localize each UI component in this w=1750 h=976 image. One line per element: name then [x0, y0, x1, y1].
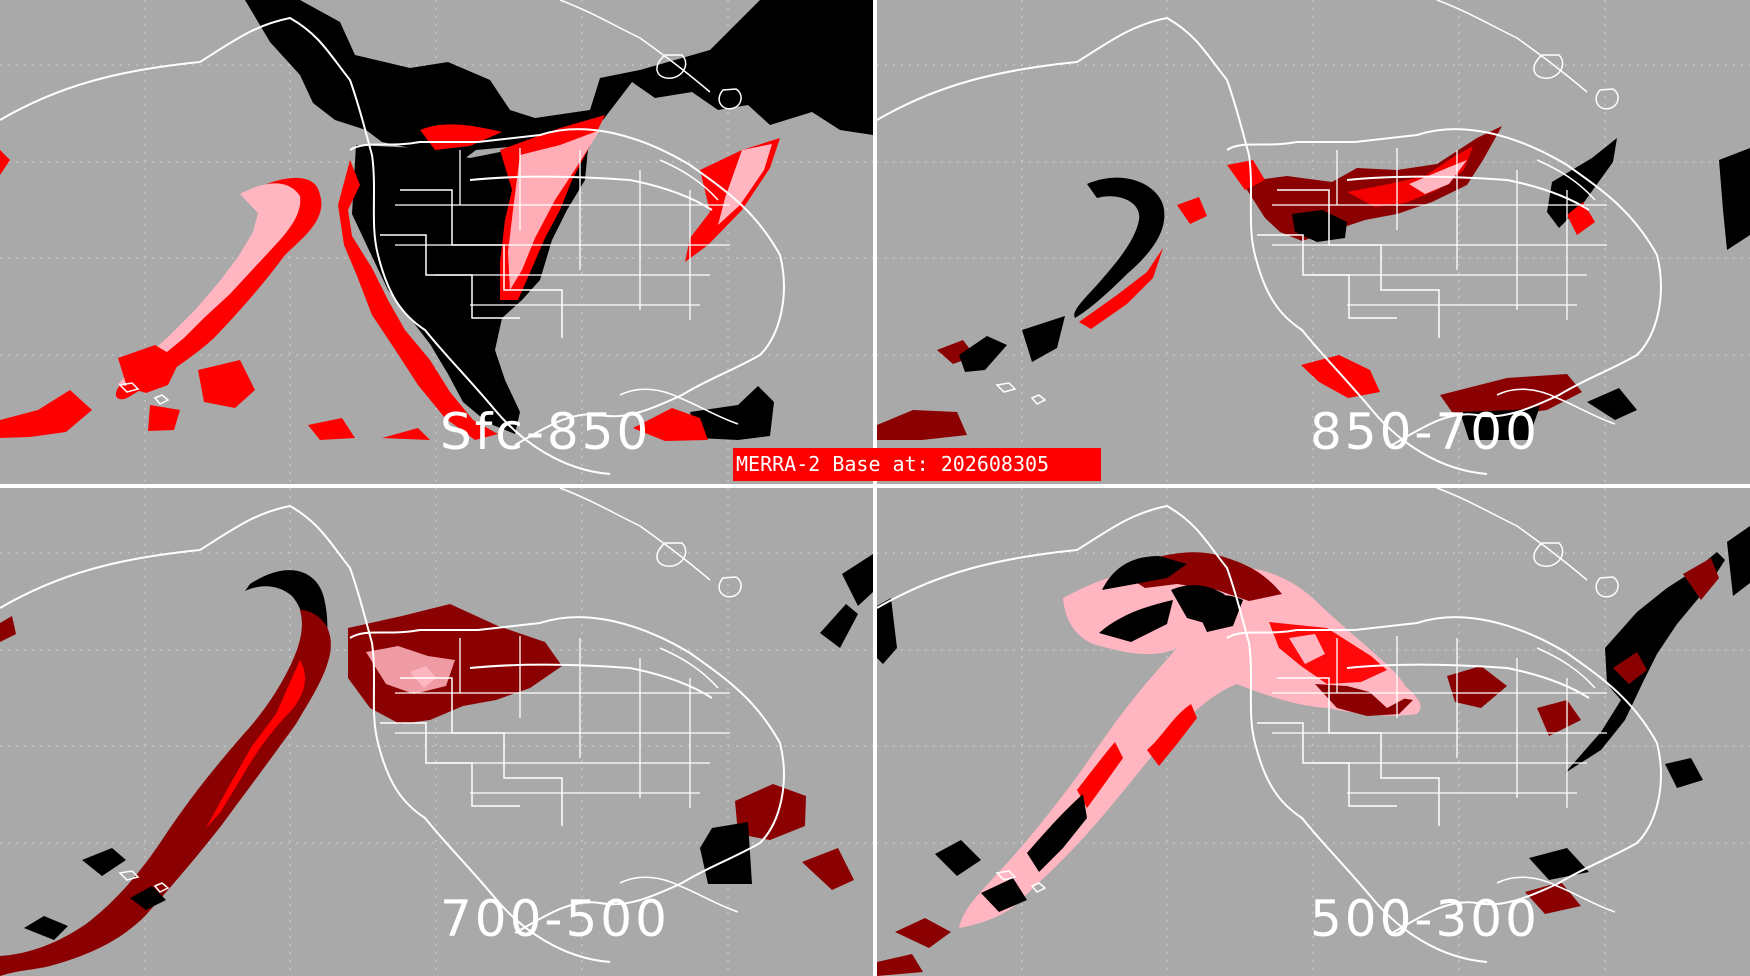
panel-bottom-left-map — [0, 487, 873, 976]
panel-label-bottom-left: 700-500 — [440, 890, 670, 948]
panel-label-bottom-right: 500-300 — [1310, 890, 1540, 948]
base-timestamp-banner: MERRA-2 Base at: 202608305 — [733, 448, 1101, 481]
panel-top-right-map — [876, 0, 1750, 484]
panel-label-top-right: 850-700 — [1310, 403, 1540, 461]
panel-bottom-right-map — [876, 487, 1750, 976]
panel-top-left-map — [0, 0, 873, 484]
panel-label-top-left: Sfc-850 — [440, 403, 652, 461]
